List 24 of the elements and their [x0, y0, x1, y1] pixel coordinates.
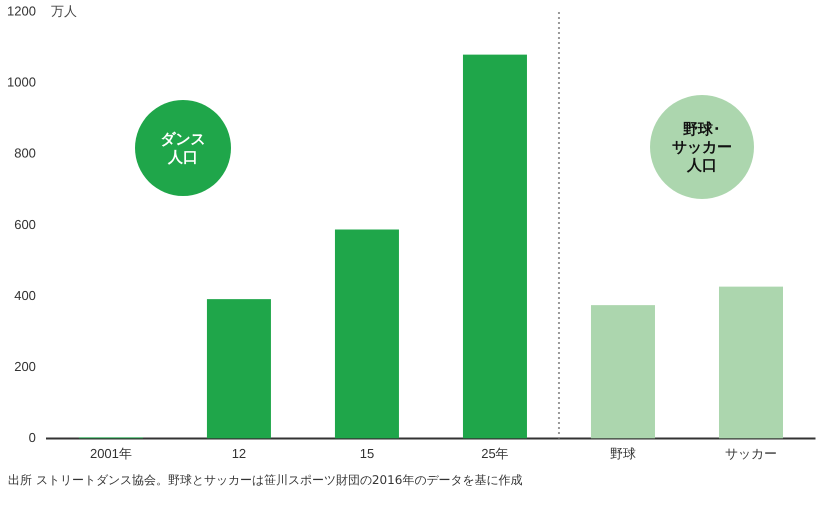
x-tick-label: 2001年 [90, 446, 132, 461]
x-tick-label: 野球 [610, 446, 636, 461]
bar [334, 229, 399, 438]
x-tick-label: 12 [232, 446, 246, 461]
y-tick-label: 1000 [7, 74, 36, 90]
bar [718, 286, 783, 438]
annotation: 野球･サッカー人口 [671, 120, 733, 174]
y-tick-label: 400 [14, 288, 36, 303]
y-tick-label: 600 [14, 216, 36, 232]
y-axis-title: 万人 [50, 4, 77, 20]
text: 出所 ストリートダンス協会。野球とサッカーは笹川スポーツ財団の2016年のデータを基に作成 [8, 472, 522, 489]
y-tick-label: 0 [28, 430, 36, 445]
x-tick-label: 25年 [481, 446, 509, 461]
x-tick-label: 15 [360, 446, 374, 461]
x-tick-label: サッカー [724, 446, 777, 461]
annotation: ダンス人口 [160, 130, 206, 166]
bar [590, 305, 655, 438]
y-tick-label: 200 [14, 358, 36, 374]
bar [462, 54, 527, 438]
y-tick-label: 1200 [7, 4, 36, 19]
bar [206, 299, 271, 438]
y-tick-label: 800 [14, 146, 36, 161]
circle-badge: 野球･サッカー人口 [650, 95, 754, 199]
circle-badge: ダンス人口 [135, 100, 231, 196]
